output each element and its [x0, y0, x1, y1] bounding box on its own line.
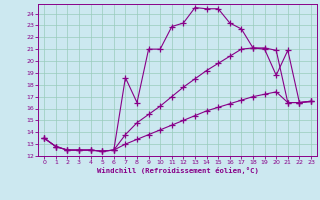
X-axis label: Windchill (Refroidissement éolien,°C): Windchill (Refroidissement éolien,°C): [97, 167, 259, 174]
